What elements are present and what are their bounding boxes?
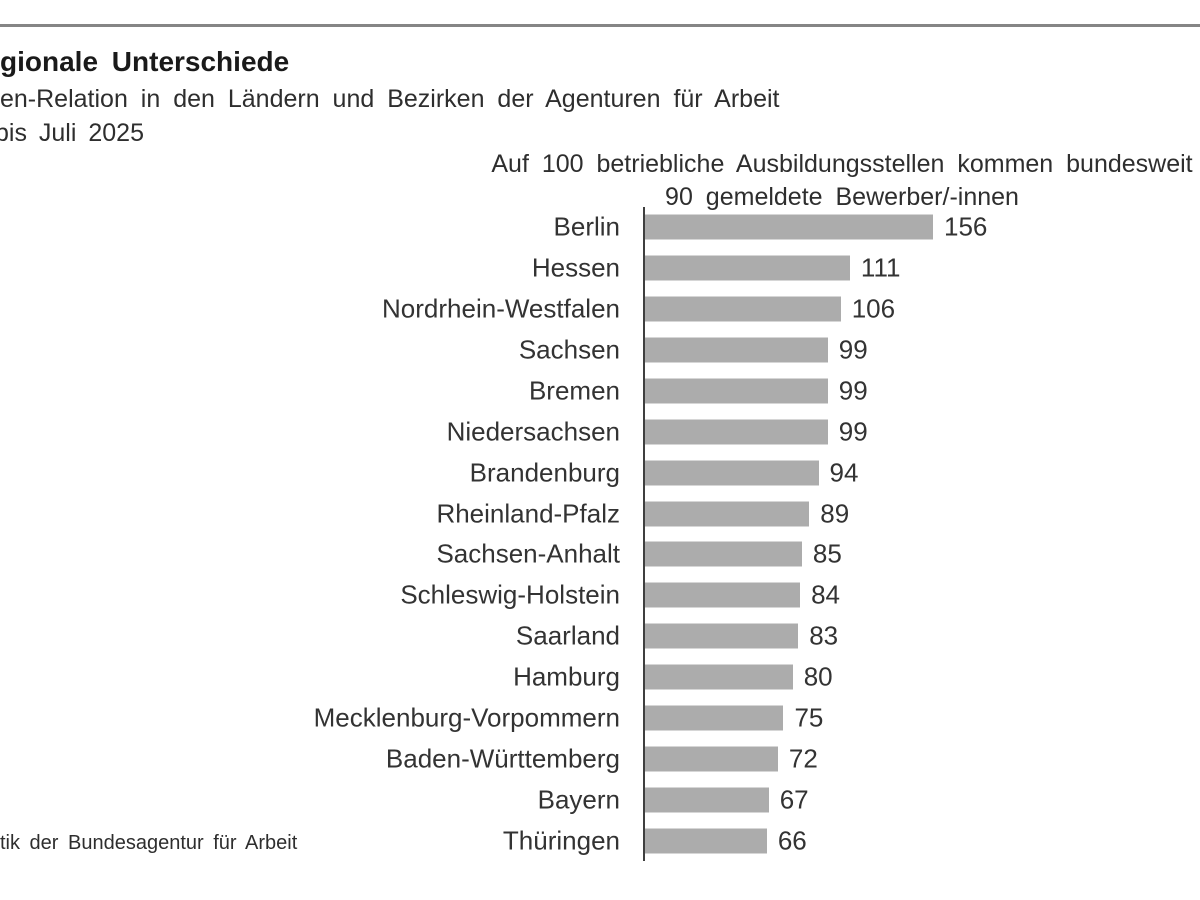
annotation-line-2: 90 gemeldete Bewerber/-innen xyxy=(665,183,1019,211)
category-label: Sachsen xyxy=(518,334,620,365)
chart-row: Sachsen-Anhalt 85 xyxy=(0,534,1200,575)
chart-row: Baden-Württemberg 72 xyxy=(0,738,1200,779)
bar xyxy=(645,828,767,854)
value-label: 67 xyxy=(779,784,809,815)
bar xyxy=(645,337,828,363)
category-label: Hamburg xyxy=(513,661,620,692)
bar xyxy=(645,541,802,567)
category-label: Saarland xyxy=(515,620,620,651)
value-label: 80 xyxy=(803,661,833,692)
category-label: Mecklenburg-Vorpommern xyxy=(313,702,620,733)
chart-row: Hessen 111 xyxy=(0,248,1200,289)
reporting-period: bis Juli 2025 xyxy=(0,119,144,147)
chart-row: Rheinland-Pfalz 89 xyxy=(0,493,1200,534)
bar-chart: Berlin 156 Hessen 111 Nordrhein-Westfalen 106… xyxy=(0,207,1200,861)
category-label: Sachsen-Anhalt xyxy=(436,538,620,569)
chart-row: Nordrhein-Westfalen 106 xyxy=(0,289,1200,330)
bar xyxy=(645,787,769,813)
value-label: 99 xyxy=(838,416,868,447)
category-label: Bremen xyxy=(528,375,620,406)
source-note: tik der Bundesagentur für Arbeit xyxy=(0,832,298,854)
value-label: 111 xyxy=(860,252,901,283)
category-label: Bayern xyxy=(537,784,620,815)
category-label: Niedersachsen xyxy=(446,416,620,447)
chart-row: Sachsen 99 xyxy=(0,330,1200,371)
category-label: Baden-Württemberg xyxy=(385,743,620,774)
annotation-line-1: Auf 100 betriebliche Ausbildungsstellen … xyxy=(491,150,1193,178)
chart-row: Mecklenburg-Vorpommern 75 xyxy=(0,698,1200,739)
chart-row: Niedersachsen 99 xyxy=(0,411,1200,452)
value-label: 106 xyxy=(851,293,896,324)
category-label: Thüringen xyxy=(502,825,620,856)
bar xyxy=(645,255,850,281)
value-label: 99 xyxy=(838,334,868,365)
value-label: 94 xyxy=(829,457,859,488)
value-label: 84 xyxy=(811,579,840,610)
value-label: 72 xyxy=(788,743,818,774)
y-axis-line xyxy=(643,207,645,861)
value-label: 89 xyxy=(820,498,850,529)
value-label: 83 xyxy=(809,620,839,651)
category-label: Brandenburg xyxy=(469,457,620,488)
value-label: 99 xyxy=(838,375,868,406)
bar xyxy=(645,460,819,486)
chart-row: Brandenburg 94 xyxy=(0,452,1200,493)
bar xyxy=(645,296,841,322)
value-label: 156 xyxy=(944,211,988,242)
bar xyxy=(645,623,799,649)
chart-row: Thüringen 66 xyxy=(0,820,1200,861)
chart-row: Berlin 156 xyxy=(0,207,1200,248)
chart-row: Schleswig-Holstein 84 xyxy=(0,575,1200,616)
category-label: Berlin xyxy=(553,211,620,242)
category-label: Nordrhein-Westfalen xyxy=(382,293,620,324)
top-divider xyxy=(0,24,1200,27)
bar xyxy=(645,582,801,608)
bar xyxy=(645,664,793,690)
value-label: 85 xyxy=(812,538,842,569)
bar xyxy=(645,214,933,240)
chart-row: Bayern 67 xyxy=(0,779,1200,820)
chart-annotation: Auf 100 betriebliche Ausbildungsstellen … xyxy=(491,148,1192,214)
chart-subtitle: en-Relation in den Ländern und Bezirken … xyxy=(0,85,780,113)
bar xyxy=(645,501,810,527)
bar xyxy=(645,705,784,731)
bar xyxy=(645,378,828,404)
bar xyxy=(645,419,828,445)
bar xyxy=(645,746,778,772)
chart-row: Hamburg 80 xyxy=(0,657,1200,698)
chart-row: Bremen 99 xyxy=(0,371,1200,412)
chart-row: Saarland 83 xyxy=(0,616,1200,657)
category-label: Schleswig-Holstein xyxy=(400,579,620,610)
category-label: Hessen xyxy=(531,252,620,283)
page-title: gionale Unterschiede xyxy=(0,46,290,77)
value-label: 75 xyxy=(794,702,824,733)
value-label: 66 xyxy=(777,825,807,856)
category-label: Rheinland-Pfalz xyxy=(436,498,620,529)
